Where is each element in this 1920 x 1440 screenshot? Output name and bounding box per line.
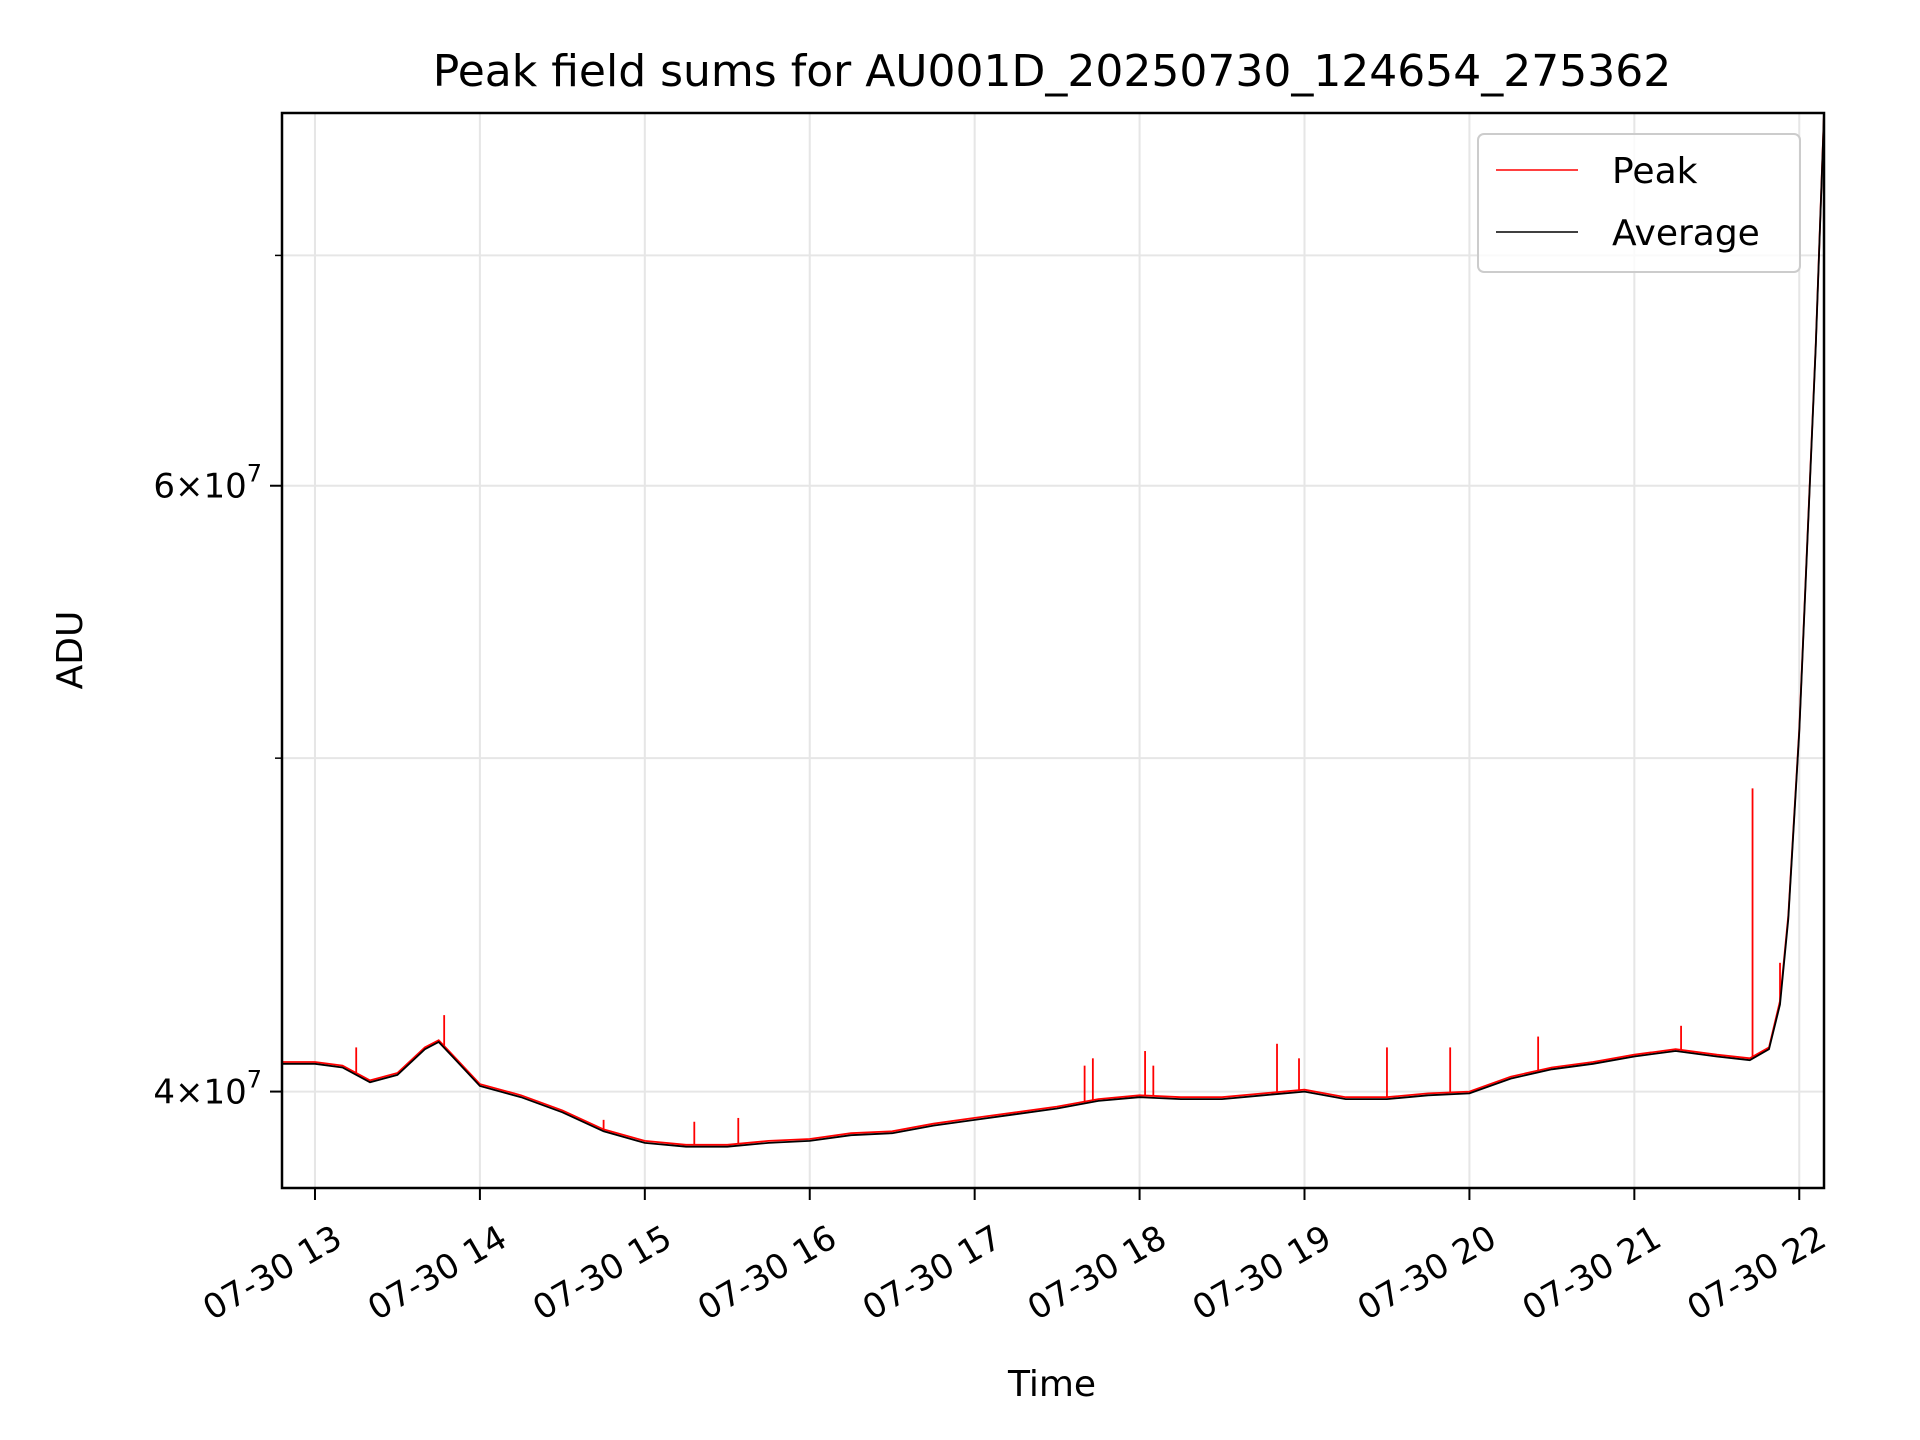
- y-tick-label: 4×107: [153, 1066, 262, 1113]
- plot-area: [282, 113, 1824, 1148]
- chart-title: Peak field sums for AU001D_20250730_1246…: [433, 46, 1672, 97]
- legend-peak-label: Peak: [1612, 151, 1698, 192]
- legend-box: [1477, 133, 1801, 273]
- plot-frame: [280, 111, 1826, 1190]
- series-average-line: [282, 114, 1824, 1148]
- series-peak-line: [282, 113, 1824, 1146]
- y-tick-label: 6×107: [153, 460, 262, 507]
- y-axis-label: ADU: [50, 611, 91, 690]
- x-axis-label: Time: [1007, 1364, 1096, 1405]
- legend: Peak Average: [1477, 133, 1801, 273]
- legend-average-label: Average: [1612, 213, 1760, 254]
- y-axis: 4×107 6×107: [153, 254, 282, 1113]
- grid: [282, 113, 1824, 1188]
